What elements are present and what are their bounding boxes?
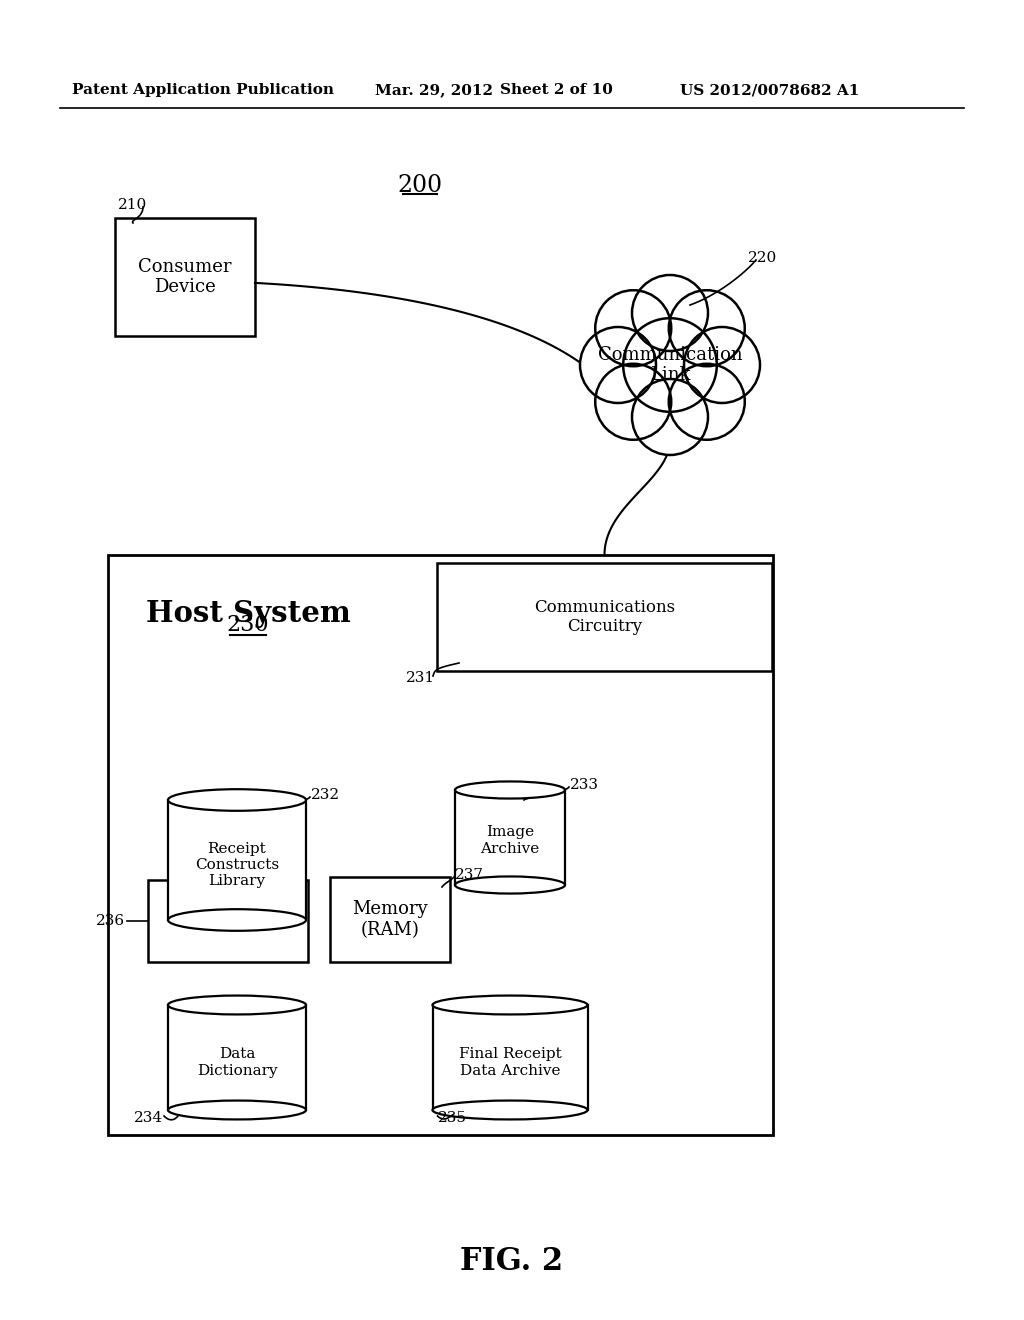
Circle shape <box>595 364 671 440</box>
Text: Memory
(RAM): Memory (RAM) <box>352 900 428 939</box>
Bar <box>108 554 773 1135</box>
Bar <box>148 880 308 962</box>
Circle shape <box>684 327 760 403</box>
Bar <box>330 876 450 962</box>
Bar <box>168 1005 306 1110</box>
Ellipse shape <box>455 876 565 894</box>
Ellipse shape <box>168 995 306 1015</box>
Text: Image
Archive: Image Archive <box>480 825 540 855</box>
Circle shape <box>624 318 717 412</box>
Bar <box>437 564 772 671</box>
Text: Communications
Circuitry: Communications Circuitry <box>534 599 675 635</box>
Text: 237: 237 <box>455 869 484 882</box>
Ellipse shape <box>168 909 306 931</box>
Text: 230: 230 <box>226 614 269 636</box>
Circle shape <box>669 290 744 366</box>
Text: Sheet 2 of 10: Sheet 2 of 10 <box>500 83 613 96</box>
Text: 210: 210 <box>118 198 147 213</box>
Text: 236: 236 <box>96 913 125 928</box>
Circle shape <box>632 379 708 455</box>
Text: 235: 235 <box>438 1111 467 1125</box>
Ellipse shape <box>168 1101 306 1119</box>
Text: Consumer
Device: Consumer Device <box>138 257 231 297</box>
Ellipse shape <box>168 789 306 810</box>
Text: FIG. 2: FIG. 2 <box>461 1246 563 1278</box>
Ellipse shape <box>432 995 588 1015</box>
Text: Communication
Link: Communication Link <box>598 346 742 384</box>
Text: 220: 220 <box>748 251 777 265</box>
Text: Patent Application Publication: Patent Application Publication <box>72 83 334 96</box>
Text: Final Receipt
Data Archive: Final Receipt Data Archive <box>459 1047 561 1077</box>
Bar <box>455 789 565 884</box>
Text: Host System: Host System <box>145 598 350 627</box>
Bar <box>115 218 255 337</box>
Text: 232: 232 <box>311 788 340 803</box>
Ellipse shape <box>432 1101 588 1119</box>
Circle shape <box>580 327 656 403</box>
Text: Mar. 29, 2012: Mar. 29, 2012 <box>375 83 493 96</box>
Text: Processer: Processer <box>183 912 272 931</box>
Bar <box>432 1005 588 1110</box>
Circle shape <box>632 275 708 351</box>
Text: Receipt
Constructs
Library: Receipt Constructs Library <box>195 842 280 888</box>
Circle shape <box>595 290 671 366</box>
Circle shape <box>669 364 744 440</box>
Text: 234: 234 <box>134 1111 163 1125</box>
Bar <box>168 800 306 920</box>
Text: Data
Dictionary: Data Dictionary <box>197 1047 278 1077</box>
Text: 231: 231 <box>406 671 435 685</box>
Text: US 2012/0078682 A1: US 2012/0078682 A1 <box>680 83 859 96</box>
Text: 233: 233 <box>570 777 599 792</box>
Text: 200: 200 <box>397 173 442 197</box>
Ellipse shape <box>455 781 565 799</box>
